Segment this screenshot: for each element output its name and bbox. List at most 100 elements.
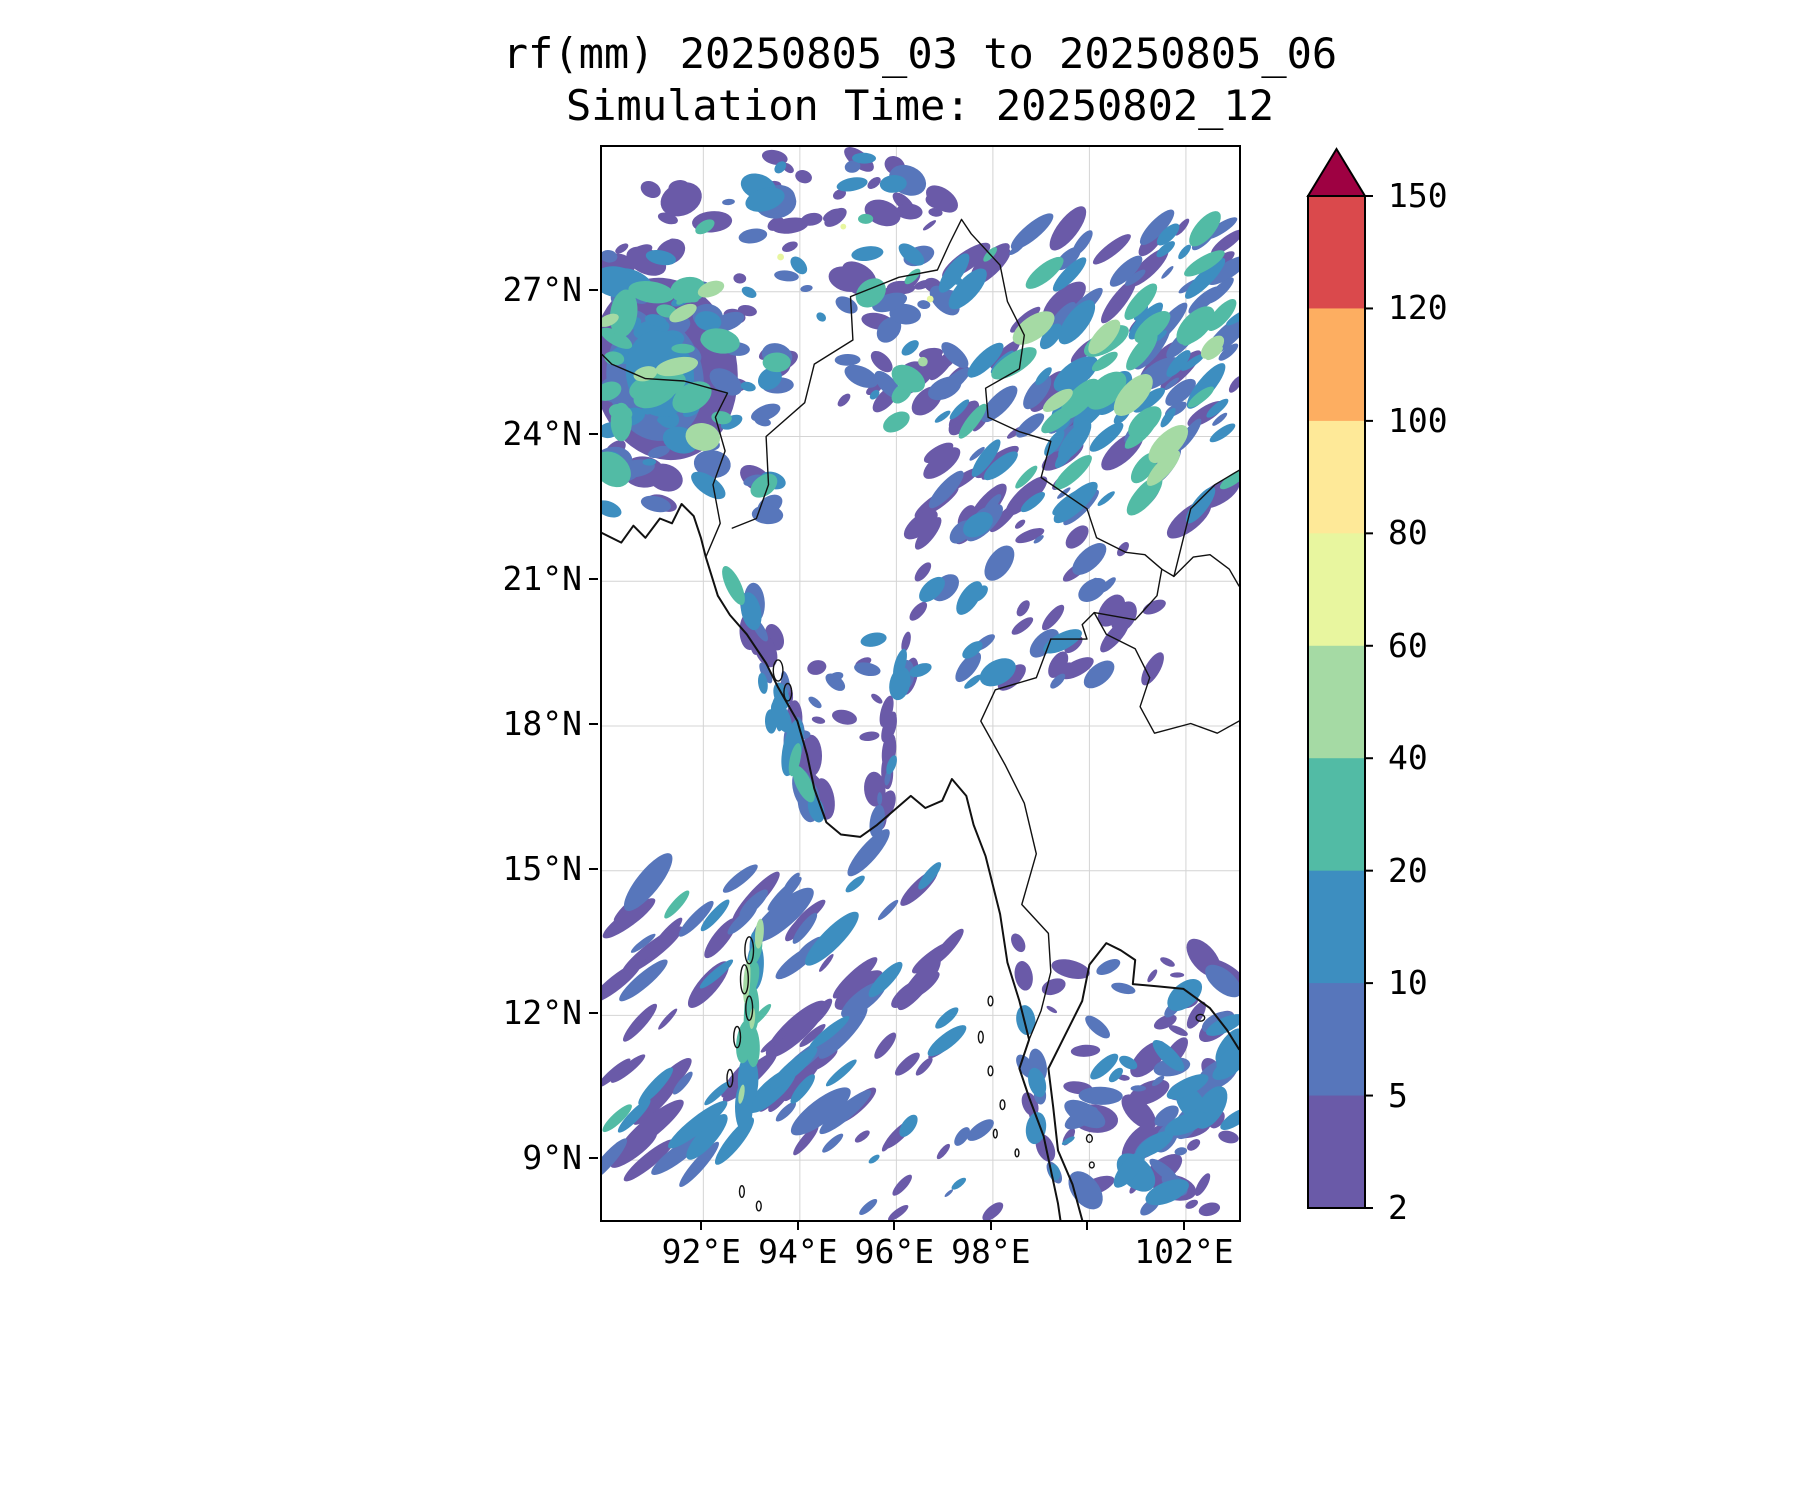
y-axis-tickmark — [589, 433, 598, 436]
rain-cell — [954, 1127, 970, 1146]
rain-cell — [1090, 1053, 1119, 1080]
y-axis-tickmark — [589, 288, 598, 291]
rain-cell — [1218, 343, 1239, 361]
rain-cell — [894, 1052, 920, 1076]
rain-cell — [619, 1099, 684, 1154]
coastline-path — [601, 503, 1062, 1221]
rain-cell — [854, 662, 881, 677]
map-svg — [588, 147, 1252, 1221]
rain-cell — [891, 364, 926, 393]
rain-cell — [867, 177, 881, 189]
rain-cell — [1109, 255, 1143, 287]
rain-cell — [697, 280, 725, 298]
rain-cell — [896, 656, 906, 671]
rain-cell — [1185, 257, 1226, 299]
rain-cell — [1194, 1173, 1211, 1196]
rain-hotspot — [918, 356, 928, 367]
rain-cell — [704, 918, 738, 959]
rain-cell — [881, 1134, 895, 1152]
figure-subtitle: Simulation Time: 20250802_12 — [565, 81, 1274, 130]
rain-cell — [782, 241, 798, 252]
rain-cell — [773, 682, 790, 710]
rain-cell — [967, 342, 1004, 378]
colorbar-tick-label: 5 — [1388, 1075, 1408, 1115]
rain-cell — [963, 512, 993, 538]
rain-cell — [722, 198, 735, 206]
rain-cell — [948, 268, 987, 310]
rain-cell — [931, 928, 964, 966]
rain-cell — [679, 1141, 719, 1188]
rain-cell — [811, 716, 826, 724]
rain-cell — [758, 367, 782, 390]
rain-cell — [722, 566, 745, 605]
rain-hotspot — [1176, 306, 1215, 345]
rain-cell — [741, 286, 757, 298]
rain-cell — [1011, 617, 1034, 635]
y-axis-tickmark — [589, 1157, 598, 1160]
colorbar-tick-label: 40 — [1388, 738, 1428, 778]
rain-cell — [889, 303, 921, 325]
rain-cell — [1085, 1015, 1110, 1039]
rain-cell — [1054, 455, 1092, 490]
rain-cell — [597, 1058, 631, 1088]
rain-cell — [1206, 398, 1229, 418]
island-outline — [987, 1065, 994, 1077]
rain-cell — [617, 1099, 651, 1133]
rain-hotspot — [743, 960, 751, 1004]
rain-cell — [1212, 412, 1228, 426]
rain-cell — [868, 1154, 880, 1164]
rain-cell — [870, 350, 893, 373]
colorbar-segment — [1308, 420, 1365, 534]
rain-cell — [899, 1114, 918, 1137]
rain-cell — [918, 862, 942, 890]
rain-cell — [704, 1081, 730, 1106]
rain-cell — [1033, 535, 1044, 544]
rain-cell — [767, 876, 802, 911]
rain-cell — [1154, 1105, 1179, 1127]
rain-cell — [834, 970, 884, 1010]
rain-cell — [1135, 1130, 1174, 1158]
rain-cell — [1156, 223, 1180, 246]
rain-cell — [1051, 289, 1077, 313]
rain-cell — [722, 864, 758, 893]
rain-cell — [754, 918, 764, 949]
rain-cell — [628, 281, 675, 304]
rain-cell — [869, 389, 880, 400]
rain-cell — [859, 731, 880, 742]
rain-cell — [615, 243, 629, 254]
rain-cell — [1126, 332, 1158, 371]
colorbar-tick-label: 20 — [1388, 850, 1428, 890]
rain-cell — [808, 696, 822, 709]
colorbar-tick-label: 120 — [1388, 288, 1448, 328]
rain-cell — [595, 500, 622, 518]
rain-cell — [816, 312, 827, 322]
x-tick-label: 94°E — [758, 1232, 838, 1271]
rain-cell — [1148, 424, 1189, 464]
y-tick-label: 15°N — [502, 848, 582, 888]
rain-cell — [822, 1133, 844, 1153]
y-tick-label: 12°N — [502, 993, 582, 1033]
rain-cell — [1124, 269, 1146, 286]
rain-cell — [751, 887, 814, 943]
y-tick-label: 18°N — [502, 703, 582, 743]
rain-cell — [891, 979, 924, 1009]
rain-cell — [1186, 1001, 1206, 1029]
rain-cell — [1166, 1074, 1209, 1100]
rain-cell — [904, 268, 921, 285]
colorbar-tick-label: 80 — [1388, 513, 1428, 553]
rain-cell — [1228, 376, 1243, 393]
rain-cell — [933, 367, 971, 399]
rain-cell — [877, 792, 883, 806]
rain-cell — [805, 911, 859, 966]
colorbar-tick-label: 150 — [1388, 176, 1448, 215]
rain-cell — [1111, 601, 1137, 633]
rain-cell — [1029, 629, 1060, 658]
rain-cell — [1051, 959, 1090, 979]
rain-cell — [648, 445, 670, 458]
rain-cell — [1149, 1158, 1179, 1183]
rain-cell — [623, 1139, 675, 1182]
rain-cell — [1042, 388, 1073, 412]
rain-cell — [1061, 1136, 1075, 1145]
rain-cell — [658, 1008, 678, 1030]
rain-cell — [1091, 351, 1118, 372]
